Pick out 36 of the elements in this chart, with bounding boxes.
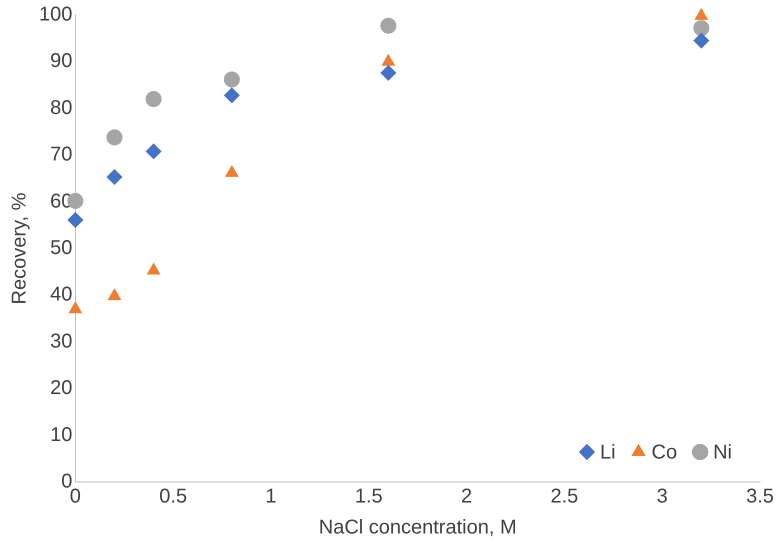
x-tick-label: 2 (461, 486, 472, 508)
y-tick-label: 90 (50, 50, 72, 72)
x-tick-label: 0.5 (159, 486, 188, 508)
point (693, 32, 710, 49)
point (67, 212, 84, 228)
point (693, 20, 710, 36)
point (106, 129, 122, 146)
y-tick-label: 100 (38, 4, 72, 26)
x-tick-label: 1.5 (354, 486, 383, 508)
point (380, 64, 396, 81)
point (224, 87, 240, 104)
y-tick-label: 40 (50, 284, 72, 306)
point (108, 288, 122, 300)
y-axis-title: Recovery, % (8, 192, 31, 304)
point (146, 143, 162, 160)
y-tick-label: 10 (50, 424, 72, 446)
x-tick-label: 3 (656, 486, 668, 508)
y-tick-label: 80 (50, 96, 72, 119)
point (146, 91, 162, 108)
point (68, 301, 82, 314)
y-tick-label: 70 (50, 144, 72, 166)
point (380, 18, 396, 34)
x-tick-label: 3.5 (746, 486, 774, 508)
point (106, 169, 122, 186)
y-tick-label: 30 (50, 330, 72, 352)
point (146, 262, 161, 274)
y-tick-label: 50 (50, 237, 72, 260)
point (224, 164, 239, 177)
point (224, 71, 240, 88)
legend-label: Li (600, 442, 616, 464)
y-tick-label: 20 (50, 377, 72, 400)
x-tick-label: 1 (265, 486, 277, 508)
legend-label: Ni (713, 442, 732, 464)
x-tick-label: 2.5 (550, 486, 578, 508)
legend-label: Co (652, 442, 678, 464)
x-axis-title: NaCl concentration, M (318, 516, 517, 539)
